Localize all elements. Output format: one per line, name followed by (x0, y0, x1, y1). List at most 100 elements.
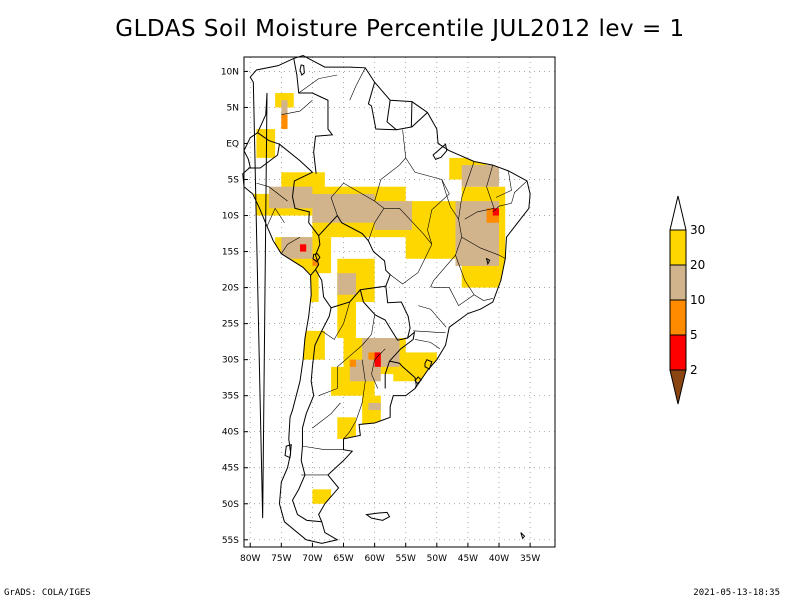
island-outline (365, 511, 391, 521)
colorbar-label: 10 (690, 293, 705, 307)
lat-tick-label: 10S (222, 212, 239, 222)
state-border (281, 100, 313, 115)
colorbar-label: 30 (690, 223, 705, 237)
state-border (302, 445, 344, 451)
anomaly-patch (281, 100, 288, 115)
anomaly-patch (461, 165, 500, 187)
state-border (464, 165, 495, 220)
anomaly-patch (299, 244, 307, 252)
state-border (430, 179, 463, 287)
lat-tick-label: 20S (222, 284, 239, 294)
island-outline (485, 257, 491, 266)
colorbar-segment (669, 299, 687, 336)
lon-tick-label: 60W (364, 554, 384, 564)
state-border (298, 74, 338, 94)
lake-outline (414, 376, 422, 385)
state-border (374, 157, 406, 202)
anomaly-patch (362, 395, 381, 425)
lat-tick-label: 25S (222, 320, 239, 330)
colorbar-segment-bottom (669, 369, 687, 405)
lat-tick-label: EQ (226, 139, 239, 149)
country-border (293, 58, 334, 174)
lat-tick-label: 10N (221, 67, 239, 77)
state-border (389, 129, 450, 285)
lat-tick-label: 15S (222, 248, 239, 258)
state-borders (256, 67, 528, 476)
anomaly-patch (405, 201, 462, 259)
state-border (461, 236, 507, 260)
anomaly-patch (492, 208, 500, 216)
footer-timestamp: 2021-05-13-18:35 (693, 588, 780, 598)
state-border (414, 339, 441, 350)
anomaly-patch (349, 359, 356, 367)
lat-tick-label: 30S (222, 356, 239, 366)
anomaly-patch (349, 359, 381, 382)
colorbar-segment (669, 229, 687, 266)
lat-tick-label: 40S (222, 428, 239, 438)
lat-tick-label: 50S (222, 500, 239, 510)
coastline (242, 55, 531, 544)
anomaly-patch (312, 489, 332, 504)
colorbar-segment (669, 264, 687, 301)
state-border (495, 170, 512, 198)
anomaly-fills (250, 93, 506, 504)
lake-outline (299, 64, 305, 76)
country-border (384, 330, 416, 389)
anomaly-patch (281, 114, 288, 130)
state-border (413, 330, 446, 333)
page-title: GLDAS Soil Moisture Percentile JUL2012 l… (115, 16, 685, 42)
anomaly-patch (368, 402, 381, 411)
anomaly-patch (268, 186, 313, 209)
state-border (349, 67, 366, 101)
colorbar-label: 20 (690, 258, 705, 272)
state-border (343, 420, 357, 440)
colorbar: 30 20 10 5 2 (669, 195, 705, 405)
lat-tick-label: 5N (227, 103, 239, 113)
country-border (291, 307, 332, 523)
island-outline (432, 143, 448, 160)
lon-tick-label: 75W (271, 554, 291, 564)
island-outline (520, 532, 526, 540)
anomaly-patch (374, 352, 381, 367)
lon-tick-label: 45W (458, 554, 478, 564)
anomaly-patch (312, 258, 319, 266)
state-border (418, 305, 447, 328)
country-border (389, 360, 417, 389)
colorbar-label: 5 (690, 328, 698, 342)
colorbar-segment-top (669, 195, 687, 231)
lat-tick-label: 45S (222, 464, 239, 474)
state-border (458, 161, 475, 220)
state-border (318, 314, 375, 396)
country-border (410, 101, 413, 127)
coastline-path (242, 55, 531, 544)
anomaly-patch (337, 417, 356, 439)
lon-tick-label: 65W (333, 554, 353, 564)
lake-outline (424, 359, 433, 370)
country-border (315, 214, 391, 309)
state-border (330, 182, 385, 216)
state-border (281, 236, 301, 254)
anomaly-patch (281, 237, 313, 259)
country-border (367, 82, 428, 131)
anomaly-patch (312, 193, 375, 223)
island-outline (284, 443, 292, 459)
anomaly-patch (256, 129, 276, 158)
state-border (312, 402, 341, 429)
country-border (359, 286, 411, 341)
lat-tick-label: 55S (222, 536, 239, 546)
lon-tick-label: 55W (396, 554, 416, 564)
lat-tick-label: 5S (228, 176, 240, 186)
country-border (248, 132, 281, 169)
anomaly-patch (337, 302, 356, 339)
lon-tick-label: 35W (520, 554, 540, 564)
axis-ticks: 10N 5N EQ 5S 10S 15S 20S 25S 30S 35S 40S 45S 50S 55S8… (221, 67, 541, 564)
country-borders (248, 58, 428, 523)
state-border (256, 182, 288, 202)
map-frame (243, 56, 556, 548)
lon-tick-label: 70W (302, 554, 322, 564)
state-border (371, 348, 386, 389)
lon-tick-label: 80W (240, 554, 260, 564)
lat-tick-label: 35S (222, 392, 239, 402)
state-border (368, 208, 433, 245)
